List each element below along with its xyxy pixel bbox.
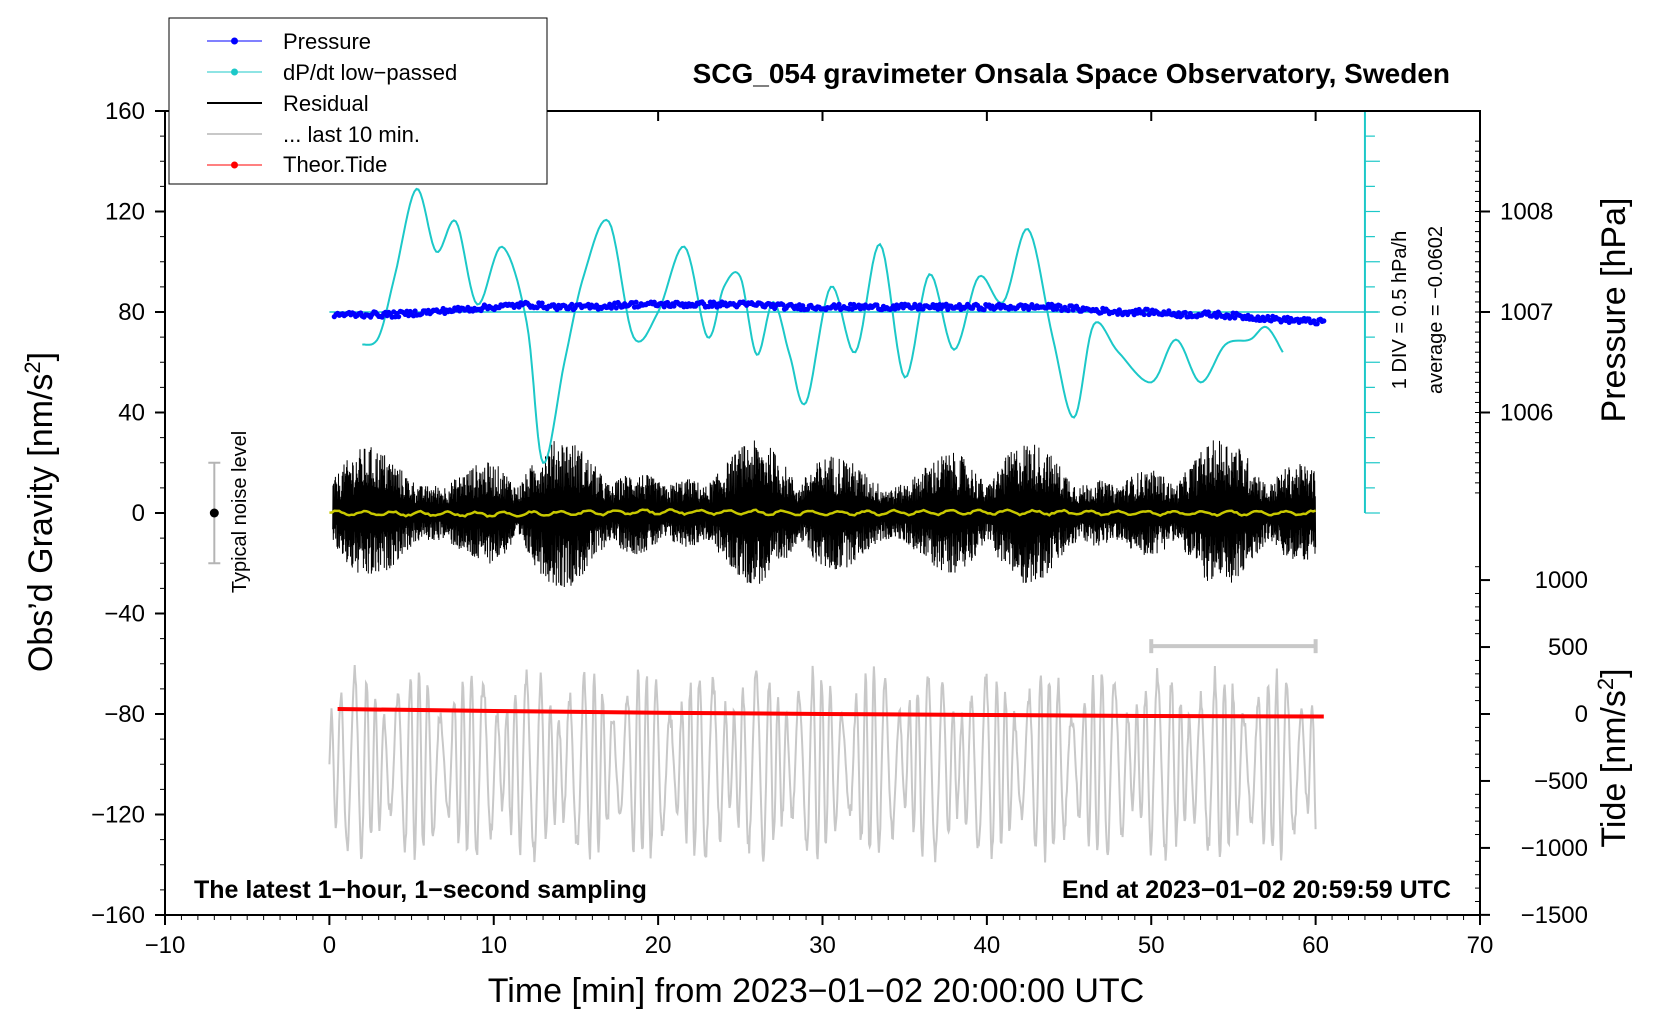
pressure-point (1054, 306, 1060, 312)
tide-axis-title-sup: 2 (1593, 678, 1618, 690)
dpdt-division-label: 1 DIV = 0.5 hPa/h (1389, 231, 1411, 389)
legend-marker (231, 161, 238, 169)
x-tick-label: 60 (1302, 932, 1329, 959)
pressure-point (396, 314, 402, 320)
pressure-point (836, 301, 842, 307)
pressure-point (613, 305, 619, 311)
pressure-point (1182, 309, 1188, 316)
dpdt-average-label: average = −0.0602 (1425, 226, 1447, 394)
y-tick-label: −80 (104, 701, 145, 728)
legend-symbols (207, 37, 262, 169)
tide-tick-label: −1000 (1521, 835, 1588, 862)
tide-tick-label: 1000 (1535, 567, 1588, 594)
pressure-point (874, 302, 880, 308)
legend-box (168, 17, 548, 185)
dpdt-line (362, 187, 1284, 464)
noise-level-label: Typical noise level (229, 431, 251, 593)
pressure-point (1314, 321, 1320, 327)
tide-axis-title: Tide [nm/s2] (1593, 668, 1634, 847)
y-tick-label: 0 (132, 500, 145, 527)
residual-line (332, 440, 1317, 588)
x-tick-label: 0 (323, 932, 336, 959)
tide-tick-label: −1500 (1521, 902, 1588, 929)
tide-tick-label: 500 (1548, 634, 1588, 661)
x-tick-label: 40 (974, 932, 1001, 959)
note-sampling: The latest 1−hour, 1−second sampling (194, 876, 647, 904)
tide-axis-title-end: ] (1595, 668, 1633, 677)
pressure-series (331, 299, 1327, 327)
legend-marker (231, 68, 238, 76)
x-tick-label: 30 (809, 932, 836, 959)
pressure-point (1065, 307, 1071, 314)
y-axis-title-end: ] (22, 352, 60, 361)
pressure-point (1321, 318, 1327, 324)
tide-tick-label: −500 (1534, 768, 1588, 795)
legend-label-residual: Residual (283, 91, 369, 116)
legend: Pressure dP/dt low−passed Residual ... l… (168, 17, 548, 185)
pressure-point (1205, 309, 1211, 315)
pressure-point (1141, 311, 1147, 318)
pressure-point (981, 307, 987, 313)
x-axis-title: Time [min] from 2023−01−02 20:00:00 UTC (488, 972, 1144, 1010)
x-tick-label: 70 (1467, 932, 1494, 959)
tide-tick-label: 0 (1575, 701, 1588, 728)
pressure-point (539, 300, 545, 306)
pressure-point (1144, 306, 1150, 312)
tide-residual-line (328, 665, 1317, 863)
y-tick-label: 120 (105, 199, 145, 226)
note-end-time: End at 2023−01−02 20:59:59 UTC (1062, 876, 1451, 904)
pressure-point (1232, 315, 1238, 321)
tide-axis-title-text: Tide [nm/s (1595, 690, 1633, 847)
theor-tide-line (337, 707, 1324, 719)
x-tick-label: −10 (145, 932, 186, 959)
chart-title: SCG_054 gravimeter Onsala Space Observat… (693, 58, 1450, 89)
y-axis-title-sup: 2 (20, 361, 45, 373)
pressure-axis-title: Pressure [hPa] (1595, 198, 1633, 423)
y-tick-label: −160 (91, 902, 145, 929)
x-tick-label: 20 (645, 932, 672, 959)
pressure-point (1057, 303, 1063, 309)
x-tick-label: 10 (480, 932, 507, 959)
pressure-point (412, 308, 418, 314)
pressure-tick-label: 1007 (1500, 299, 1553, 326)
pressure-point (633, 299, 639, 305)
y-tick-label: 160 (105, 98, 145, 125)
legend-marker (231, 37, 238, 45)
noise-level-dot (209, 508, 219, 518)
y-axis-title-text: Obs’d Gravity [nm/s (22, 374, 60, 673)
pressure-point (780, 302, 786, 308)
smoothed-residual-line (329, 508, 1316, 518)
y-axis-title: Obs’d Gravity [nm/s2] (20, 352, 61, 672)
legend-label-tide: Theor.Tide (283, 152, 387, 177)
y-tick-label: −120 (91, 802, 145, 829)
y-tick-label: −40 (104, 601, 145, 628)
pressure-tick-label: 1008 (1500, 199, 1553, 226)
plot-layer: −10 0 10 20 30 40 50 60 70 160 120 80 40 0 −40 −80 −120 −… (91, 98, 1588, 959)
y-tick-label: 40 (118, 400, 145, 427)
legend-label-dpdt: dP/dt low−passed (283, 60, 457, 85)
legend-label-pressure: Pressure (283, 29, 371, 54)
pressure-tick-label: 1006 (1500, 400, 1553, 427)
y-tick-label: 80 (118, 299, 145, 326)
legend-label-last10: ... last 10 min. (283, 122, 420, 147)
pressure-point (569, 301, 575, 307)
x-tick-label: 50 (1138, 932, 1165, 959)
pressure-point (800, 303, 806, 309)
